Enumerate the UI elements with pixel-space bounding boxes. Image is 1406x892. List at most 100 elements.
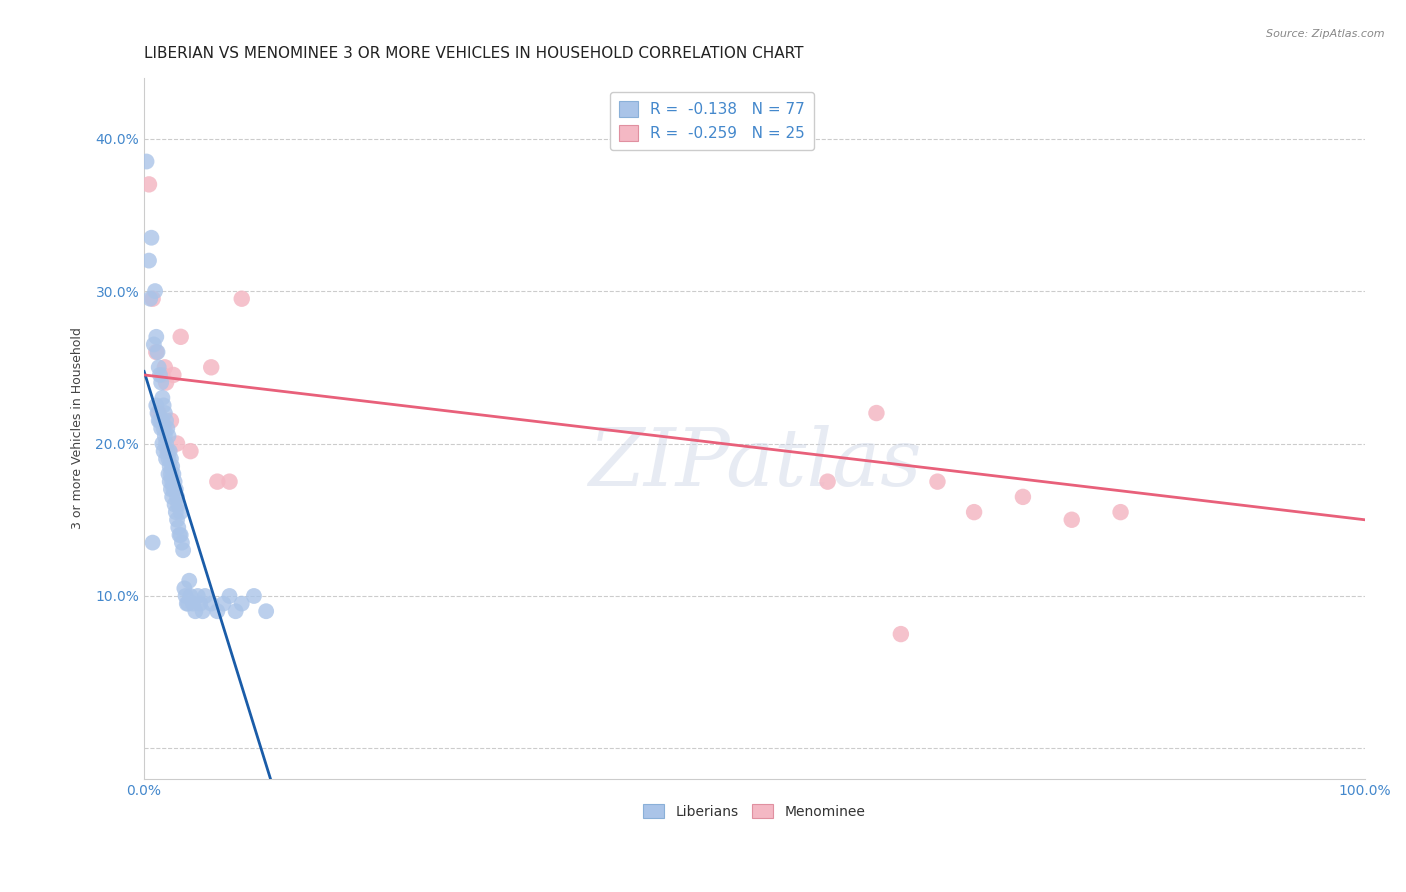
Point	[218, 589, 240, 603]
Point	[157, 467, 180, 481]
Point	[142, 337, 165, 351]
Point	[194, 589, 217, 603]
Point	[170, 505, 193, 519]
Point	[170, 528, 193, 542]
Point	[187, 589, 209, 603]
Point	[153, 406, 176, 420]
Point	[139, 292, 162, 306]
Point	[135, 154, 157, 169]
Point	[177, 597, 200, 611]
Point	[157, 429, 180, 443]
Point	[153, 360, 176, 375]
Point	[169, 528, 191, 542]
Point	[149, 414, 172, 428]
Point	[165, 505, 187, 519]
Point	[142, 292, 165, 306]
Point	[157, 444, 180, 458]
Point	[200, 360, 222, 375]
Point	[155, 414, 177, 428]
Point	[155, 436, 177, 450]
Point	[188, 597, 211, 611]
Point	[167, 498, 190, 512]
Point	[174, 589, 197, 603]
Point	[159, 459, 181, 474]
Point	[157, 451, 180, 466]
Point	[163, 475, 186, 489]
Point	[207, 475, 229, 489]
Point	[159, 444, 181, 458]
Point	[243, 589, 266, 603]
Point	[148, 406, 170, 420]
Point	[179, 574, 201, 588]
Point	[146, 345, 169, 359]
Point	[152, 444, 174, 458]
Point	[141, 231, 163, 245]
Point	[254, 604, 277, 618]
Point	[162, 483, 184, 497]
Point	[153, 429, 176, 443]
Point	[138, 253, 160, 268]
Point	[963, 505, 986, 519]
Point	[160, 451, 183, 466]
Point	[184, 604, 207, 618]
Point	[865, 406, 887, 420]
Point	[173, 582, 195, 596]
Point	[152, 391, 174, 405]
Point	[181, 597, 204, 611]
Point	[148, 414, 170, 428]
Y-axis label: 3 or more Vehicles in Household: 3 or more Vehicles in Household	[72, 327, 84, 529]
Point	[148, 360, 170, 375]
Point	[172, 543, 194, 558]
Point	[207, 604, 229, 618]
Point	[149, 368, 172, 382]
Point	[162, 467, 184, 481]
Point	[155, 376, 177, 390]
Point	[145, 345, 167, 359]
Point	[152, 368, 174, 382]
Point	[1012, 490, 1035, 504]
Point	[143, 284, 166, 298]
Point	[817, 475, 839, 489]
Point	[142, 535, 165, 549]
Point	[1060, 513, 1083, 527]
Point	[155, 451, 177, 466]
Point	[150, 376, 173, 390]
Point	[927, 475, 949, 489]
Point	[156, 421, 179, 435]
Point	[166, 436, 188, 450]
Point	[176, 597, 198, 611]
Point	[145, 330, 167, 344]
Point	[152, 414, 174, 428]
Point	[1109, 505, 1132, 519]
Legend: Liberians, Menominee: Liberians, Menominee	[638, 798, 870, 824]
Point	[150, 421, 173, 435]
Point	[160, 414, 183, 428]
Point	[162, 368, 184, 382]
Point	[160, 483, 183, 497]
Point	[160, 490, 183, 504]
Point	[170, 330, 193, 344]
Point	[170, 535, 193, 549]
Point	[160, 459, 183, 474]
Point	[231, 292, 253, 306]
Point	[231, 597, 253, 611]
Point	[167, 520, 190, 534]
Point	[152, 436, 174, 450]
Text: Source: ZipAtlas.com: Source: ZipAtlas.com	[1267, 29, 1385, 38]
Point	[152, 399, 174, 413]
Text: LIBERIAN VS MENOMINEE 3 OR MORE VEHICLES IN HOUSEHOLD CORRELATION CHART: LIBERIAN VS MENOMINEE 3 OR MORE VEHICLES…	[143, 46, 804, 62]
Point	[179, 444, 201, 458]
Point	[225, 604, 247, 618]
Point	[890, 627, 912, 641]
Point	[166, 490, 188, 504]
Point	[179, 589, 201, 603]
Point	[160, 475, 183, 489]
Point	[166, 513, 188, 527]
Point	[165, 483, 187, 497]
Point	[156, 444, 179, 458]
Point	[191, 604, 214, 618]
Point	[146, 406, 169, 420]
Point	[145, 399, 167, 413]
Point	[138, 178, 160, 192]
Point	[152, 421, 174, 435]
